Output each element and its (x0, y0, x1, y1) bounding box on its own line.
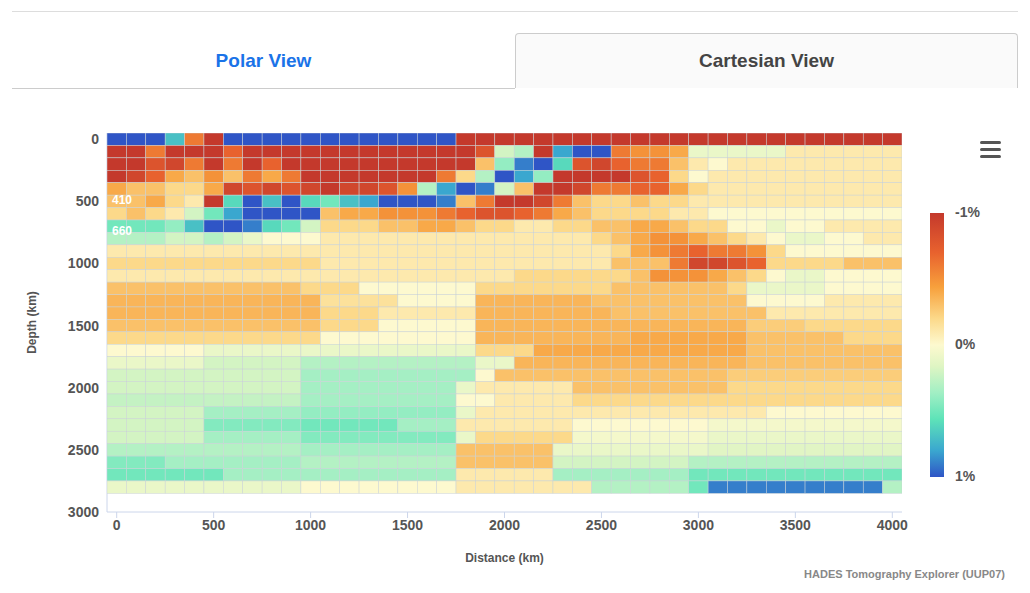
svg-text:1500: 1500 (68, 318, 99, 334)
svg-text:3500: 3500 (780, 517, 811, 533)
html-text:HADES Tomography Explorer (UUP: HADES Tomography Explorer (UUP07) (804, 568, 1005, 580)
svg-text:2000: 2000 (489, 517, 520, 533)
svg-text:1000: 1000 (68, 255, 99, 271)
svg-text:0: 0 (113, 517, 121, 533)
svg-text:410: 410 (112, 193, 132, 207)
svg-text:2000: 2000 (68, 380, 99, 396)
svg-text:-1%: -1% (955, 204, 980, 220)
svg-text:500: 500 (76, 193, 100, 209)
svg-text:3000: 3000 (683, 517, 714, 533)
svg-text:0%: 0% (955, 336, 976, 352)
svg-text:4000: 4000 (877, 517, 908, 533)
svg-text:1000: 1000 (295, 517, 326, 533)
svg-text:660: 660 (112, 224, 132, 238)
svg-text:2500: 2500 (68, 442, 99, 458)
html-text:Polar View: Polar View (215, 49, 312, 71)
svg-text:1500: 1500 (392, 517, 423, 533)
svg-text:1%: 1% (955, 468, 976, 484)
svg-text:0: 0 (91, 131, 99, 147)
svg-text:Distance (km): Distance (km) (465, 551, 544, 565)
svg-text:500: 500 (202, 517, 226, 533)
svg-text:2500: 2500 (586, 517, 617, 533)
svg-text:Depth (km): Depth (km) (25, 291, 39, 354)
html-text:Cartesian View: Cartesian View (699, 50, 834, 71)
svg-text:3000: 3000 (68, 504, 99, 520)
